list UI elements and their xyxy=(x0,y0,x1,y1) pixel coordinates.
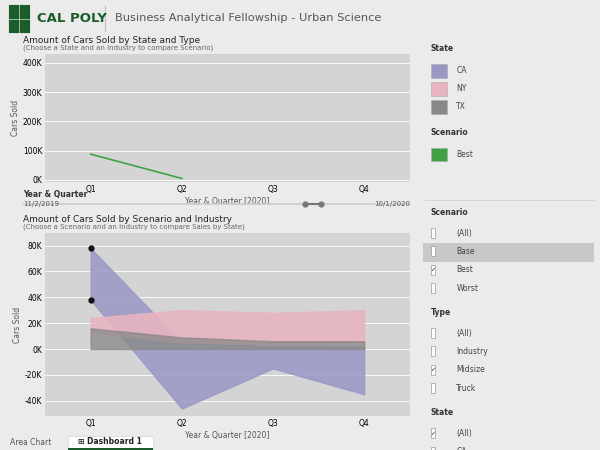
Text: TX: TX xyxy=(457,102,466,111)
Text: ⊞ Dashboard 1: ⊞ Dashboard 1 xyxy=(78,437,142,446)
Bar xyxy=(431,365,434,375)
X-axis label: Year & Quarter [2020]: Year & Quarter [2020] xyxy=(185,197,269,206)
Text: 10/1/2020: 10/1/2020 xyxy=(374,201,410,207)
Text: Best: Best xyxy=(457,150,473,159)
Bar xyxy=(431,428,434,438)
Text: Worst: Worst xyxy=(457,284,478,292)
Text: Industry: Industry xyxy=(457,347,488,356)
Text: (All): (All) xyxy=(457,429,472,438)
Text: Scenario: Scenario xyxy=(431,128,468,137)
Text: Base: Base xyxy=(457,247,475,256)
Text: Amount of Cars Sold by State and Type: Amount of Cars Sold by State and Type xyxy=(23,36,200,45)
Bar xyxy=(431,265,434,274)
Text: ✓: ✓ xyxy=(430,449,435,450)
Bar xyxy=(68,448,153,450)
Bar xyxy=(431,328,434,338)
Text: Year & Quarter: Year & Quarter xyxy=(23,190,87,199)
Text: State: State xyxy=(431,408,454,417)
Bar xyxy=(431,346,434,356)
Bar xyxy=(431,446,434,450)
Bar xyxy=(68,436,153,450)
Bar xyxy=(8,4,30,33)
Text: ✓: ✓ xyxy=(430,431,435,436)
Bar xyxy=(431,247,434,256)
X-axis label: Year & Quarter [2020]: Year & Quarter [2020] xyxy=(185,431,269,440)
Text: CAL POLY: CAL POLY xyxy=(37,12,107,25)
Y-axis label: Cars Sold: Cars Sold xyxy=(11,100,20,136)
Bar xyxy=(423,243,595,262)
Text: 11/2/2019: 11/2/2019 xyxy=(23,201,59,207)
Text: ✓: ✓ xyxy=(430,267,435,272)
Text: Area Chart: Area Chart xyxy=(10,438,52,447)
Text: Best: Best xyxy=(457,265,473,274)
Text: CA: CA xyxy=(457,447,467,450)
Text: Business Analytical Fellowship - Urban Science: Business Analytical Fellowship - Urban S… xyxy=(115,14,382,23)
Text: Type: Type xyxy=(431,308,451,317)
Text: (Choose a State and an Industry to compare Scenario): (Choose a State and an Industry to compa… xyxy=(23,45,213,51)
Y-axis label: Cars Sold: Cars Sold xyxy=(13,306,22,342)
Text: CA: CA xyxy=(457,66,467,75)
Bar xyxy=(431,82,447,96)
Text: Amount of Cars Sold by Scenario and Industry: Amount of Cars Sold by Scenario and Indu… xyxy=(23,215,232,224)
Bar xyxy=(431,100,447,114)
Bar xyxy=(431,64,447,78)
Text: Scenario: Scenario xyxy=(431,208,468,217)
Text: State: State xyxy=(431,45,454,54)
Text: Truck: Truck xyxy=(457,384,476,393)
Bar xyxy=(431,148,447,162)
Text: Midsize: Midsize xyxy=(457,365,485,374)
Text: (All): (All) xyxy=(457,229,472,238)
Text: ✓: ✓ xyxy=(430,367,435,372)
Text: (Choose a Scenario and an Industry to compare Sales by State): (Choose a Scenario and an Industry to co… xyxy=(23,223,245,230)
Text: NY: NY xyxy=(457,84,467,93)
Bar xyxy=(431,283,434,293)
Bar xyxy=(431,383,434,393)
Text: (All): (All) xyxy=(457,328,472,338)
Bar xyxy=(431,228,434,238)
